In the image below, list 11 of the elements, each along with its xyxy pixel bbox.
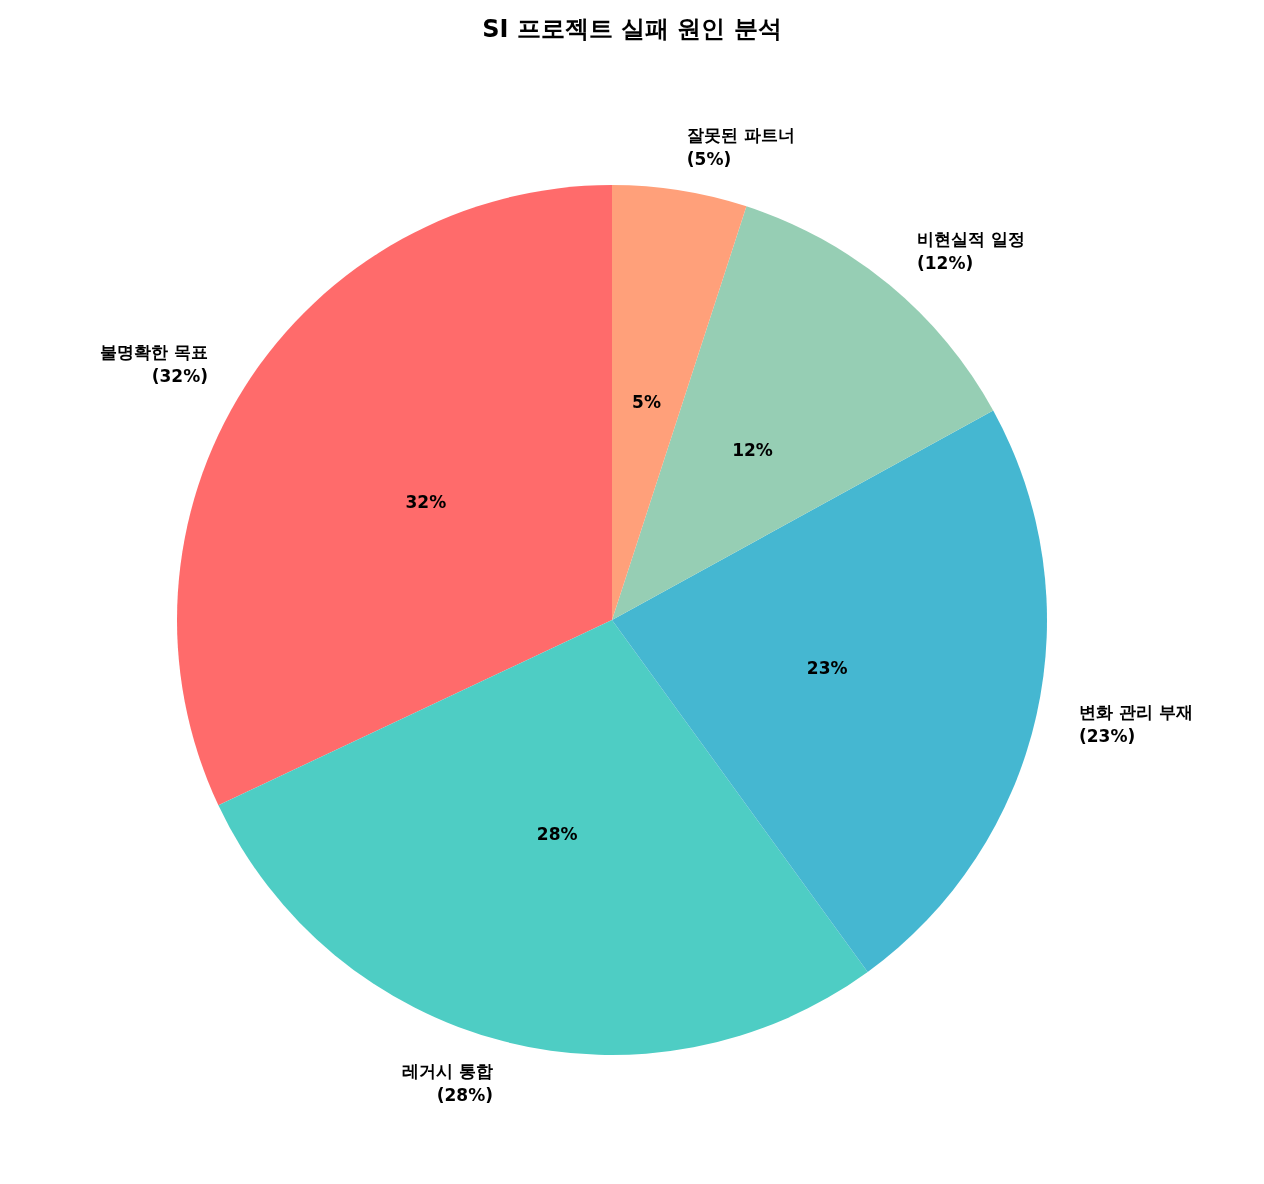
slice-label: 불명확한 목표 (32%)	[100, 341, 208, 386]
data-label: 12%	[732, 440, 773, 461]
data-label: 5%	[632, 392, 661, 413]
data-label: 28%	[536, 823, 578, 844]
data-label: 32%	[405, 491, 447, 512]
slice-label: 레거시 통합 (28%)	[402, 1061, 493, 1106]
data-label: 23%	[806, 658, 848, 679]
slice-label: 비현실적 일정 (12%)	[917, 229, 1025, 274]
chart-title: SI 프로젝트 실패 원인 분석	[482, 15, 782, 43]
slice-label: 잘못된 파트너 (5%)	[686, 125, 795, 170]
slice-label: 변화 관리 부재 (23%)	[1078, 702, 1193, 747]
